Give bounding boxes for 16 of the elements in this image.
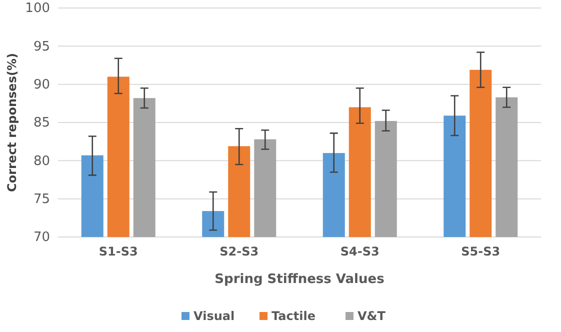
y-tick-label: 90 [33,77,50,92]
x-tick-label: S5-S3 [461,244,500,259]
legend-label: Visual [194,309,235,323]
y-tick-label: 70 [33,230,50,246]
y-tick-label: 80 [33,154,50,169]
y-tick-label: 100 [25,1,50,16]
x-axis-title: Spring Stiffness Values [214,272,385,287]
x-tick-label: S2-S3 [220,244,259,259]
y-tick-label: 85 [33,116,50,131]
x-tick-label: S1-S3 [98,244,138,259]
y-tick-label: 95 [33,39,50,54]
legend-label: Tactile [272,309,316,323]
y-tick-label: 75 [33,192,50,207]
y-axis-title: Correct reponses(%) [5,53,19,192]
legend-label: V&T [358,309,386,323]
x-tick-label: S4-S3 [340,244,380,259]
